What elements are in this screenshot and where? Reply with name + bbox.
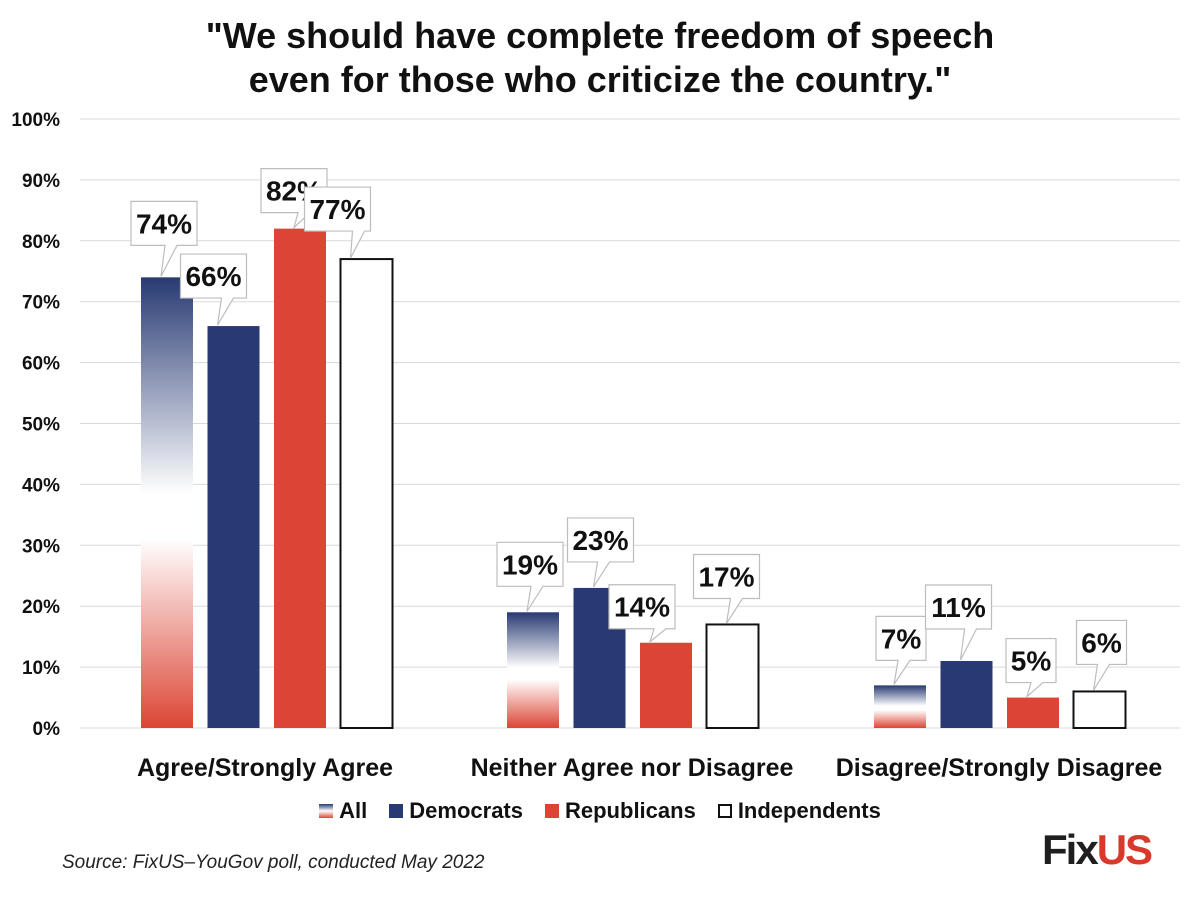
y-tick-label: 0% — [33, 719, 61, 740]
data-label-callout — [130, 200, 198, 277]
data-label-callout — [566, 517, 635, 588]
bar-independents-2 — [1072, 690, 1127, 730]
chart-title: "We should have complete freedom of spee… — [0, 14, 1200, 102]
legend: All Democrats Republicans Independents — [0, 798, 1200, 824]
legend-label-independents: Independents — [737, 798, 881, 823]
bar-democrats-0 — [207, 326, 260, 728]
data-label-callout — [303, 186, 372, 259]
bars — [141, 228, 1127, 730]
bar-all-0 — [141, 277, 193, 728]
bar-all-2 — [874, 685, 926, 728]
y-tick-label: 50% — [22, 415, 60, 436]
legend-label-all: All — [339, 798, 368, 823]
data-label-callout — [179, 253, 248, 326]
data-label-democrats-0: 66% — [185, 261, 241, 292]
chart-title-line-1: "We should have complete freedom of spee… — [205, 15, 995, 56]
bar-democrats-2 — [940, 661, 993, 728]
data-label-independents-0: 77% — [309, 194, 365, 225]
data-label-callout — [496, 541, 564, 612]
legend-label-democrats: Democrats — [409, 798, 523, 823]
bar-independents-0 — [339, 258, 394, 729]
y-tick-label: 20% — [22, 597, 60, 618]
data-label-independents-2: 6% — [1081, 627, 1122, 658]
y-tick-label: 70% — [22, 293, 60, 314]
legend-item-all: All — [319, 798, 367, 824]
legend-swatch-all — [319, 804, 334, 818]
category-label-2: Disagree/Strongly Disagree — [836, 754, 1163, 782]
category-label-1: Neither Agree nor Disagree — [471, 754, 794, 782]
logo-fix: Fix — [1042, 826, 1099, 873]
data-label-callout — [692, 553, 761, 624]
data-labels: 74%66%82%77%19%23%14%17%7%11%5%6% — [130, 168, 1128, 699]
legend-label-republicans: Republicans — [565, 798, 696, 823]
logo-us: US — [1096, 826, 1153, 873]
y-tick-label: 80% — [22, 232, 60, 253]
legend-swatch-democrats — [389, 804, 404, 818]
y-tick-label: 60% — [22, 354, 60, 375]
legend-item-republicans: Republicans — [545, 798, 696, 824]
bar-republicans-1 — [640, 642, 692, 728]
y-tick-label: 30% — [22, 536, 60, 557]
data-label-callout — [924, 584, 993, 661]
data-label-callout — [1005, 637, 1057, 699]
data-label-republicans-1: 14% — [614, 592, 670, 623]
grid-lines — [80, 118, 1180, 729]
y-tick-label: 90% — [22, 171, 60, 192]
y-tick-label: 100% — [11, 110, 60, 131]
y-tick-label: 10% — [22, 658, 60, 679]
data-label-callout — [608, 584, 676, 644]
chart-title-line-2: even for those who criticize the country… — [248, 59, 952, 100]
data-label-callout — [1075, 619, 1128, 691]
data-label-all-1: 19% — [502, 549, 558, 580]
data-label-independents-1: 17% — [698, 561, 754, 592]
data-label-all-0: 74% — [136, 208, 192, 239]
data-label-all-2: 7% — [881, 623, 922, 654]
data-label-democrats-1: 23% — [572, 525, 628, 556]
data-label-republicans-2: 5% — [1011, 646, 1052, 677]
category-label-0: Agree/Strongly Agree — [137, 754, 393, 782]
legend-swatch-independents — [717, 804, 732, 818]
legend-item-democrats: Democrats — [389, 798, 523, 824]
source-note: Source: FixUS–YouGov poll, conducted May… — [62, 852, 485, 873]
legend-item-independents: Independents — [717, 798, 881, 824]
legend-swatch-republicans — [545, 804, 559, 818]
data-label-democrats-2: 11% — [931, 592, 986, 623]
bar-republicans-2 — [1007, 697, 1059, 728]
fixus-logo: FixUS — [1042, 826, 1153, 874]
y-axis-ticks: 0% 10% 20% 30% 40% 50% 60% 70% 80% 90% 100% — [11, 110, 60, 740]
bar-independents-1 — [705, 623, 760, 729]
category-labels: Agree/Strongly Agree Neither Agree nor Di… — [137, 754, 1162, 782]
y-tick-label: 40% — [22, 475, 60, 496]
bar-all-1 — [507, 612, 559, 728]
bar-republicans-0 — [274, 228, 326, 728]
data-label-callout — [260, 168, 328, 230]
